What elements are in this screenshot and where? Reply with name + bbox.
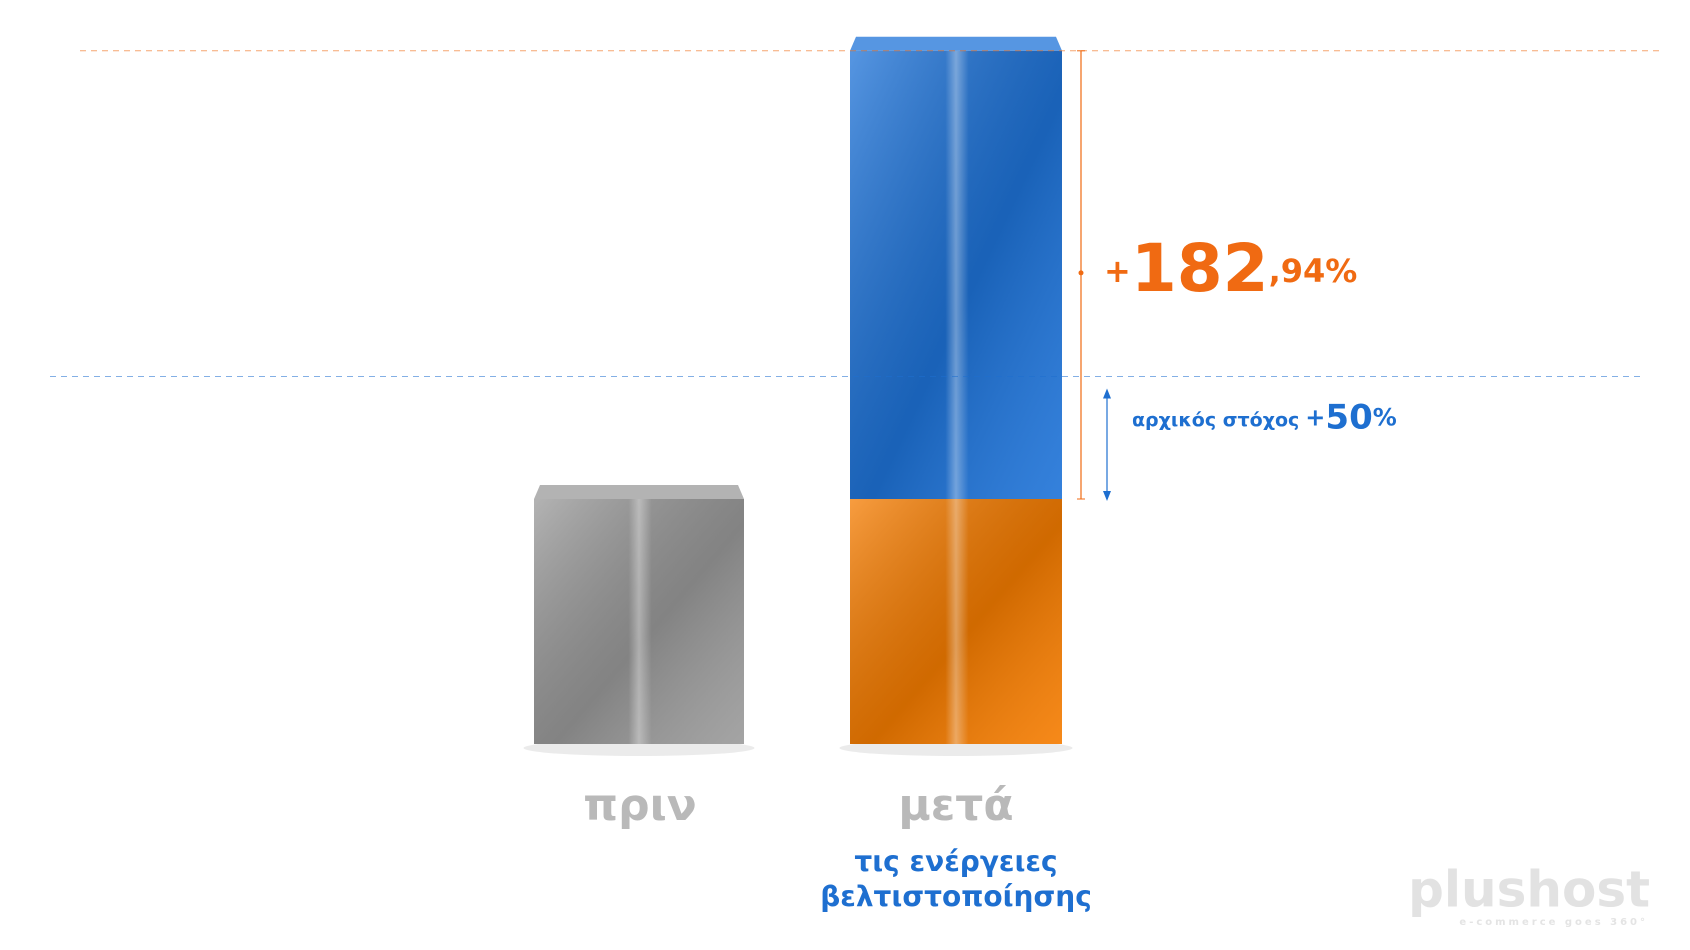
background-lines bbox=[40, 43, 1650, 756]
logo: plushost bbox=[1408, 861, 1650, 919]
category-subtitle: τις ενέργειες bbox=[854, 845, 1057, 878]
category-label: μετά bbox=[898, 780, 1013, 831]
value-label: +182,94% bbox=[1104, 230, 1357, 307]
bar-top bbox=[850, 36, 1062, 51]
bar-shine bbox=[850, 50, 1062, 500]
arrow-head bbox=[1103, 491, 1111, 501]
bracket-dot bbox=[1078, 270, 1084, 276]
category-label: πριν bbox=[583, 780, 696, 831]
bar-shine bbox=[534, 499, 744, 744]
arrow-head bbox=[1103, 388, 1111, 399]
logo-tagline: e-commerce goes 360° bbox=[1459, 917, 1648, 928]
bar-top bbox=[534, 485, 744, 499]
target-label: αρχικός στόχος bbox=[1132, 409, 1299, 431]
bar-shine bbox=[850, 499, 1062, 744]
target-value-label: +50% bbox=[1305, 397, 1396, 437]
category-subtitle: βελτιστοποίησης bbox=[820, 880, 1092, 913]
